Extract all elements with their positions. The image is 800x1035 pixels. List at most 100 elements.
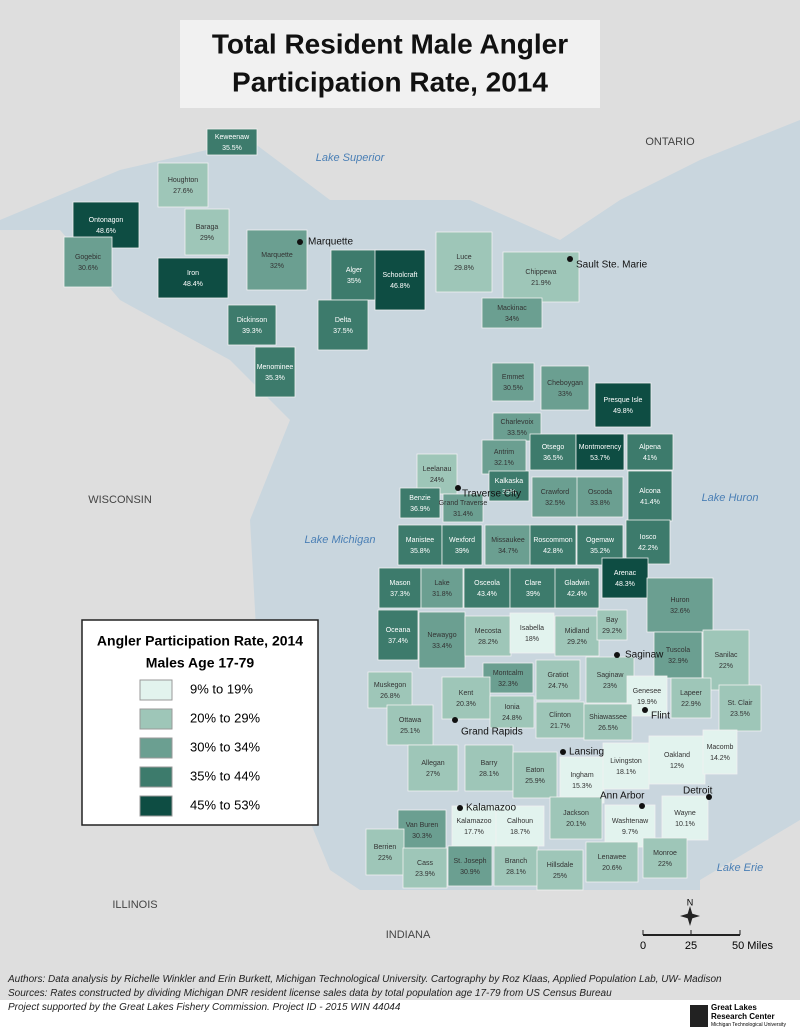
- land-east: [700, 820, 800, 1000]
- county: [585, 656, 635, 704]
- county-rate: 36.5%: [543, 455, 563, 462]
- county-name: Huron: [670, 597, 689, 604]
- city-dot: [567, 256, 573, 262]
- county: [509, 612, 555, 654]
- county-rate: 29.2%: [567, 639, 587, 646]
- county: [374, 249, 426, 311]
- city-dot: [614, 652, 620, 658]
- county-rate: 12%: [670, 763, 684, 770]
- county-rate: 33.8%: [590, 500, 610, 507]
- county-name: Cheboygan: [547, 380, 583, 387]
- county-name: Benzie: [409, 495, 431, 502]
- city-dot: [457, 805, 463, 811]
- county-rate: 39%: [502, 489, 516, 496]
- county-name: Gladwin: [564, 580, 589, 587]
- county-name: Gogebic: [75, 254, 102, 261]
- county-name: Manistee: [406, 537, 435, 544]
- county-rate: 24.7%: [548, 683, 568, 690]
- county-rate: 42.2%: [638, 545, 658, 552]
- county-name: Macomb: [707, 744, 734, 751]
- county-rate: 15.3%: [572, 783, 592, 790]
- county: [585, 841, 639, 883]
- county: [464, 615, 512, 657]
- county-rate: 46.8%: [390, 283, 410, 290]
- county-name: Missaukee: [491, 537, 525, 544]
- county: [502, 251, 580, 303]
- county-name: Mackinac: [497, 305, 527, 312]
- county-rate: 53.7%: [590, 455, 610, 462]
- county-name: Shiawassee: [589, 714, 627, 721]
- county-rate: 19.9%: [637, 699, 657, 706]
- city-label: Sault Ste. Marie: [576, 260, 648, 271]
- county-rate: 24.8%: [502, 715, 522, 722]
- county: [509, 567, 557, 609]
- county: [484, 524, 532, 566]
- city-label: Saginaw: [625, 650, 664, 661]
- county: [402, 847, 448, 889]
- city-dot: [455, 485, 461, 491]
- city-label: Ann Arbor: [600, 791, 645, 802]
- place-label: ILLINOIS: [112, 899, 157, 911]
- county: [488, 470, 530, 502]
- county-name: Osceola: [474, 580, 500, 587]
- county-name: Alcona: [639, 488, 661, 495]
- county: [601, 557, 649, 599]
- county-rate: 32.6%: [670, 608, 690, 615]
- county: [489, 695, 535, 729]
- county: [536, 849, 584, 891]
- county-rate: 42.4%: [567, 591, 587, 598]
- logo-text: Research Center: [711, 1012, 775, 1021]
- county-name: St. Clair: [728, 700, 754, 707]
- county-name: Livingston: [610, 758, 642, 765]
- county-rate: 31.4%: [453, 511, 473, 518]
- place-label: Lake Huron: [702, 492, 759, 504]
- city-dot: [452, 717, 458, 723]
- county-rate: 32.3%: [498, 681, 518, 688]
- county-name: Clinton: [549, 712, 571, 719]
- scale-bar: 0 25 50 Miles N: [640, 897, 774, 952]
- legend-label: 30% to 34%: [190, 739, 261, 754]
- county-rate: 9.7%: [622, 829, 638, 836]
- county-name: Genesee: [633, 688, 662, 695]
- county-name: Menominee: [257, 364, 294, 371]
- counties: Keweenaw 35.5% Houghton 27.6% Ontonagon 48.6%…: [63, 128, 762, 891]
- county-rate: 25.1%: [400, 728, 420, 735]
- county-name: Alpena: [639, 444, 661, 451]
- county: [157, 257, 229, 299]
- county-rate: 32.5%: [545, 500, 565, 507]
- county-rate: 21.9%: [531, 280, 551, 287]
- legend-swatch: [139, 795, 173, 817]
- county-name: Monroe: [653, 850, 677, 857]
- logo: Great Lakes Research Center Michigan Tec…: [690, 1003, 790, 1031]
- county-name: Gratiot: [547, 672, 568, 679]
- place-label: Lake Erie: [717, 862, 763, 874]
- county-rate: 14.2%: [710, 755, 730, 762]
- city-label: Traverse City: [462, 489, 521, 500]
- county-rate: 27.6%: [173, 188, 193, 195]
- county-name: Presque Isle: [604, 397, 643, 404]
- county-rate: 33.5%: [507, 430, 527, 437]
- county: [397, 809, 447, 851]
- county-rate: 39%: [526, 591, 540, 598]
- county: [367, 671, 413, 709]
- county-name: Midland: [565, 628, 590, 635]
- county: [718, 684, 762, 732]
- county-name: Kalkaska: [495, 478, 524, 485]
- county-name: Hillsdale: [547, 862, 574, 869]
- legend-swatch: [139, 679, 173, 701]
- county: [442, 493, 484, 523]
- county-name: Luce: [456, 254, 471, 261]
- county-name: Kent: [459, 690, 473, 697]
- county: [227, 304, 277, 346]
- county: [554, 615, 600, 657]
- county-rate: 29.2%: [602, 628, 622, 635]
- county-name: Tuscola: [666, 647, 690, 654]
- county: [206, 128, 258, 156]
- county-name: Sanilac: [715, 652, 738, 659]
- county-rate: 49.8%: [613, 408, 633, 415]
- legend-swatch: [139, 708, 173, 730]
- county: [625, 519, 671, 565]
- logo-text: Michigan Technological University: [711, 1022, 786, 1028]
- county-name: Schoolcraft: [382, 272, 417, 279]
